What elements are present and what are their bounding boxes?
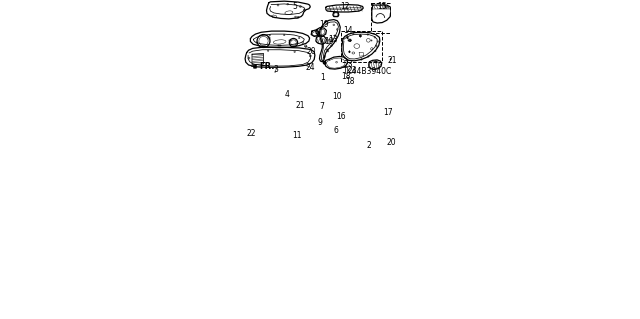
- Text: 16: 16: [336, 112, 346, 121]
- Bar: [371, 4, 392, 33]
- Text: 21: 21: [387, 56, 397, 65]
- Text: 20: 20: [386, 138, 396, 147]
- Text: 3: 3: [274, 65, 278, 74]
- Text: 11: 11: [292, 131, 301, 140]
- Bar: [340, 31, 381, 62]
- Text: 13: 13: [328, 35, 338, 44]
- Text: 24: 24: [306, 63, 316, 72]
- Text: TK44B3940C: TK44B3940C: [343, 67, 392, 76]
- Text: 6: 6: [333, 126, 338, 135]
- Text: 18: 18: [342, 71, 351, 80]
- Text: 10: 10: [332, 92, 342, 101]
- Text: 19: 19: [324, 37, 333, 47]
- Text: FR.: FR.: [260, 62, 275, 71]
- Text: 5: 5: [292, 2, 298, 11]
- Text: 21: 21: [296, 101, 305, 110]
- Text: 1: 1: [320, 73, 324, 82]
- Text: 23: 23: [348, 66, 358, 75]
- Text: 23: 23: [344, 61, 353, 70]
- Text: 9: 9: [318, 118, 323, 127]
- Polygon shape: [252, 64, 257, 68]
- Text: 2: 2: [367, 141, 371, 150]
- Text: 4: 4: [285, 90, 290, 99]
- Text: 17: 17: [383, 108, 393, 117]
- Text: 18: 18: [346, 77, 355, 86]
- Text: 15: 15: [378, 2, 387, 11]
- Text: 7: 7: [319, 102, 324, 111]
- Text: 12: 12: [340, 3, 349, 11]
- Text: 20: 20: [307, 47, 316, 56]
- Text: 19: 19: [319, 20, 329, 29]
- Text: 14: 14: [343, 26, 353, 35]
- Text: 22: 22: [246, 129, 255, 138]
